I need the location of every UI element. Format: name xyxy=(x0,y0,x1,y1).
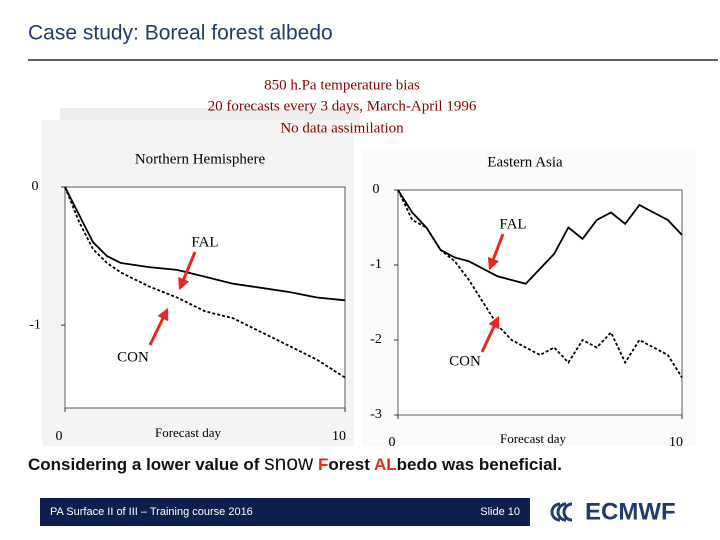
y-tick-label: 0 xyxy=(32,179,39,194)
annotation-arrow xyxy=(148,307,169,346)
chart-title: Eastern Asia xyxy=(487,154,563,170)
conclusion: Considering a lower value of snow Forest… xyxy=(28,452,718,476)
x-tick-label: 0 xyxy=(56,429,63,444)
header-line: No data assimilation xyxy=(280,120,404,136)
header-line: 850 h.Pa temperature bias xyxy=(264,77,420,93)
x-axis-label: Forecast day xyxy=(500,431,567,446)
y-tick-label: -3 xyxy=(370,407,382,422)
plot-area xyxy=(397,189,683,416)
footer-bar xyxy=(40,498,530,526)
series-label: FAL xyxy=(191,234,218,250)
x-tick-label: 0 xyxy=(389,435,396,450)
text: AL xyxy=(374,455,397,474)
chart-title: Northern Hemisphere xyxy=(135,151,266,167)
series-line xyxy=(397,189,683,378)
series-line xyxy=(397,189,683,285)
series-label: CON xyxy=(117,349,149,365)
y-tick-label: -1 xyxy=(29,317,41,332)
text: Considering a lower value of xyxy=(28,455,260,474)
annotation-arrow xyxy=(480,315,500,353)
series-line xyxy=(64,186,346,302)
text: F xyxy=(317,455,329,474)
series-label: CON xyxy=(449,353,481,369)
plot-area xyxy=(64,186,346,409)
y-tick-label: -1 xyxy=(370,257,382,272)
annotation-arrow xyxy=(178,251,197,291)
series-label: FAL xyxy=(499,216,526,232)
footer-text: PA Surface II of III – Training course 2… xyxy=(50,506,253,518)
annotation-arrow xyxy=(487,233,505,271)
y-tick-label: -2 xyxy=(370,332,382,347)
slide-title: Case study: Boreal forest albedo xyxy=(28,22,333,45)
text: orest xyxy=(328,455,370,474)
logo-text: ECMWF xyxy=(585,498,676,525)
text: bedo was beneficial. xyxy=(396,455,562,474)
header-line: 20 forecasts every 3 days, March-April 1… xyxy=(208,98,477,114)
x-tick-label: 10 xyxy=(332,429,346,444)
text: snow xyxy=(264,452,314,475)
slide-number: Slide 10 xyxy=(480,506,520,518)
series-line xyxy=(64,186,346,379)
x-tick-label: 10 xyxy=(669,435,683,450)
y-tick-label: 0 xyxy=(373,182,380,197)
x-axis-label: Forecast day xyxy=(155,425,222,440)
logo-icon xyxy=(550,502,573,522)
